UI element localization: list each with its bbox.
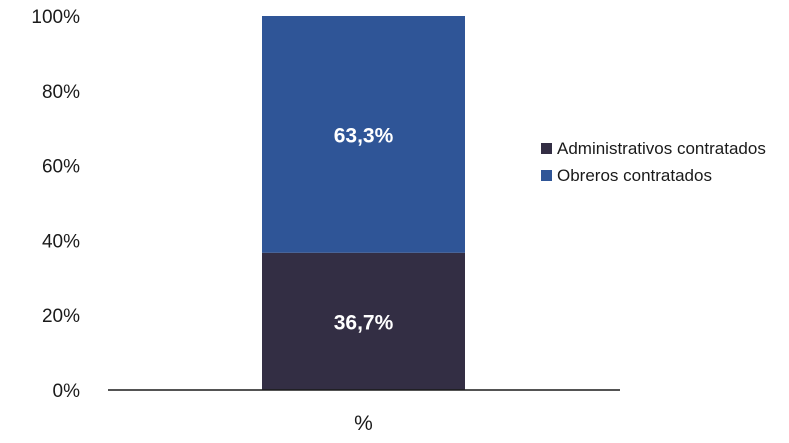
y-tick-label: 0%	[53, 381, 81, 402]
y-tick-label: 40%	[42, 231, 80, 252]
y-tick-label: 100%	[31, 7, 80, 28]
y-tick-label: 60%	[42, 157, 80, 178]
data-label: 63,3%	[334, 124, 394, 147]
bar-segment-obreros	[262, 16, 465, 253]
legend-item: Administrativos contratados	[541, 138, 786, 159]
legend-swatch	[541, 170, 552, 181]
y-tick-label: 20%	[42, 306, 80, 327]
y-axis-ticks: 0% 20% 40% 60% 80% 100%	[31, 7, 80, 402]
legend-label: Obreros contratados	[557, 166, 712, 185]
y-tick-label: 80%	[42, 82, 80, 103]
x-category-label: %	[354, 412, 373, 435]
bar-stack: 36,7% 63,3%	[262, 16, 465, 390]
data-label: 36,7%	[334, 311, 394, 334]
x-axis-ticks: %	[354, 412, 373, 435]
legend-item: Obreros contratados	[541, 165, 786, 186]
legend-swatch	[541, 143, 552, 154]
legend: Administrativos contratados Obreros contr…	[541, 138, 786, 192]
legend-label: Administrativos contratados	[557, 139, 766, 158]
bar-segment-administrativos	[262, 252, 465, 390]
